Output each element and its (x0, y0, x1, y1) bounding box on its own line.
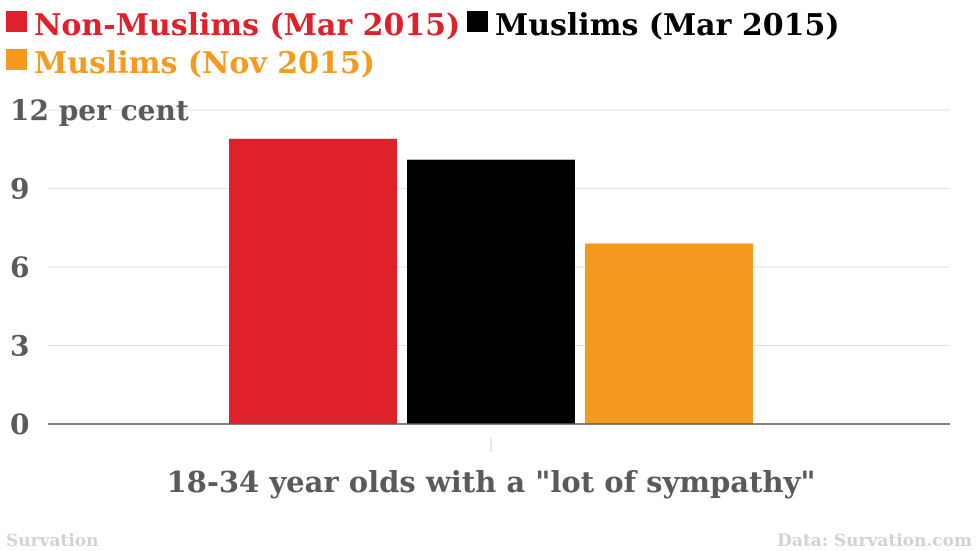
y-tick-label-6: 6 (10, 251, 29, 284)
legend-label-2: Muslims (Mar 2015) (495, 8, 840, 43)
bar-3 (585, 243, 753, 424)
bar-1 (229, 138, 397, 425)
legend-swatch-3 (6, 49, 27, 70)
x-axis-label: 18-34 year olds with a "lot of sympathy" (166, 465, 815, 499)
legend: Non-Muslims (Mar 2015) Muslims (Mar 2015)… (6, 8, 840, 81)
y-tick-label-0: 0 (10, 408, 29, 441)
y-tick-label-3: 3 (10, 330, 29, 363)
legend-label-3: Muslims (Nov 2015) (34, 46, 375, 81)
y-axis-ticks: 0 3 6 9 12 per cent (10, 94, 189, 441)
legend-label-1: Non-Muslims (Mar 2015) (34, 8, 460, 43)
source-brand: Survation (6, 531, 99, 551)
legend-swatch-1 (6, 11, 27, 32)
y-tick-label-9: 9 (10, 173, 29, 206)
bar-2 (407, 159, 575, 424)
data-credit: Data: Survation.com (777, 531, 972, 551)
y-tick-label-12: 12 per cent (10, 94, 189, 127)
bars (229, 138, 753, 425)
legend-swatch-2 (467, 11, 488, 32)
